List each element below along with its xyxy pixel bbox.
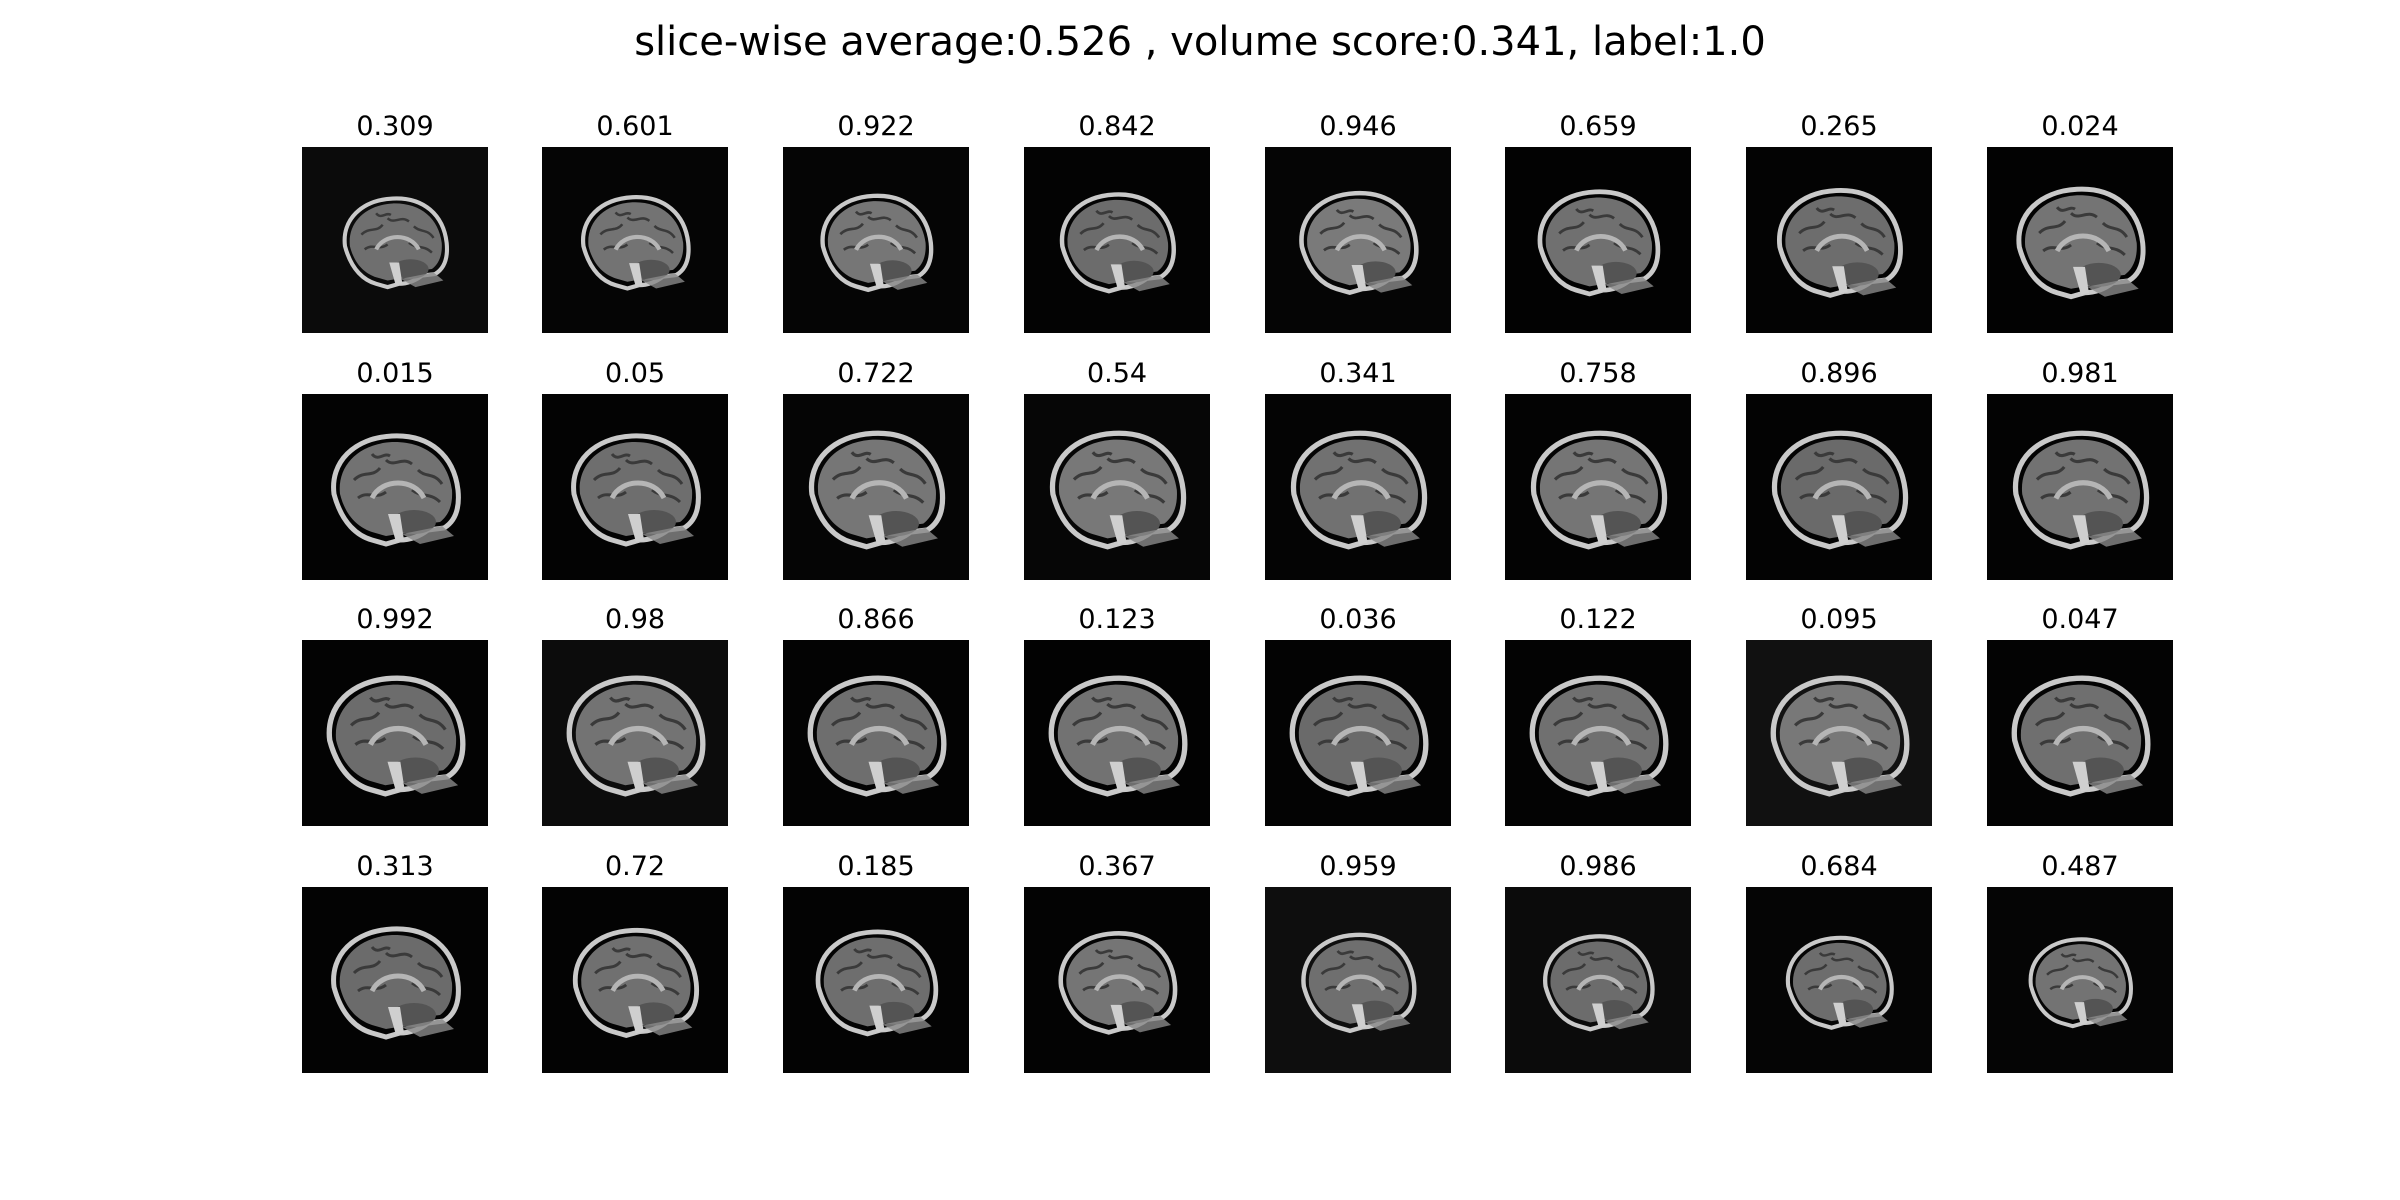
mri-slice: [302, 640, 488, 826]
slice-score-label: 0.185: [837, 851, 915, 882]
slice-score-label: 0.123: [1078, 604, 1156, 635]
mri-slice-image: [1987, 640, 2173, 826]
slice-score-label: 0.986: [1559, 851, 1637, 882]
mri-slice: [542, 394, 728, 580]
mri-slice-image: [1746, 640, 1932, 826]
mri-slice: [1746, 640, 1932, 826]
slice-score-label: 0.095: [1800, 604, 1878, 635]
mri-slice: [1265, 640, 1451, 826]
mri-slice-image: [1265, 147, 1451, 333]
mri-slice: [1987, 394, 2173, 580]
mri-slice-image: [1746, 394, 1932, 580]
mri-slice-image: [542, 147, 728, 333]
slice-score-label: 0.992: [356, 604, 434, 635]
mri-slice-image: [1024, 147, 1210, 333]
mri-slice: [783, 640, 969, 826]
mri-slice: [302, 887, 488, 1073]
slice-score-label: 0.367: [1078, 851, 1156, 882]
mri-slice: [783, 887, 969, 1073]
mri-slice: [1024, 147, 1210, 333]
mri-slice-image: [1505, 147, 1691, 333]
slice-score-label: 0.601: [596, 111, 674, 142]
mri-slice-image: [1987, 147, 2173, 333]
mri-slice-image: [1505, 887, 1691, 1073]
mri-slice-image: [1746, 147, 1932, 333]
slice-score-label: 0.313: [356, 851, 434, 882]
mri-slice: [1265, 887, 1451, 1073]
mri-slice: [1505, 887, 1691, 1073]
mri-slice-image: [1987, 887, 2173, 1073]
mri-slice-image: [1505, 640, 1691, 826]
mri-slice: [302, 147, 488, 333]
mri-slice-image: [1265, 640, 1451, 826]
mri-slice: [1024, 640, 1210, 826]
mri-slice-image: [783, 147, 969, 333]
mri-slice-image: [302, 887, 488, 1073]
slice-score-label: 0.98: [604, 604, 666, 635]
mri-slice: [542, 887, 728, 1073]
mri-slice: [1265, 147, 1451, 333]
slice-score-label: 0.036: [1319, 604, 1397, 635]
mri-slice-image: [783, 887, 969, 1073]
slice-score-label: 0.842: [1078, 111, 1156, 142]
slice-score-label: 0.659: [1559, 111, 1637, 142]
mri-slice: [1505, 640, 1691, 826]
slice-score-label: 0.05: [604, 358, 666, 389]
slice-score-label: 0.722: [837, 358, 915, 389]
slice-score-label: 0.758: [1559, 358, 1637, 389]
mri-slice-image: [542, 887, 728, 1073]
slice-score-label: 0.981: [2041, 358, 2119, 389]
mri-slice-image: [1024, 640, 1210, 826]
mri-slice-image: [302, 147, 488, 333]
mri-slice: [1024, 394, 1210, 580]
mri-slice-image: [783, 640, 969, 826]
mri-slice-image: [302, 640, 488, 826]
mri-slice-image: [1024, 887, 1210, 1073]
mri-slice-image: [1746, 887, 1932, 1073]
slice-score-label: 0.684: [1800, 851, 1878, 882]
mri-slice: [1505, 394, 1691, 580]
mri-slice-image: [1265, 394, 1451, 580]
slice-score-label: 0.896: [1800, 358, 1878, 389]
mri-slice: [1024, 887, 1210, 1073]
mri-slice: [1987, 147, 2173, 333]
slice-score-label: 0.959: [1319, 851, 1397, 882]
slice-score-label: 0.72: [604, 851, 666, 882]
mri-slice: [1987, 640, 2173, 826]
mri-slice: [1265, 394, 1451, 580]
mri-slice: [783, 147, 969, 333]
mri-slice: [1746, 147, 1932, 333]
slice-score-label: 0.341: [1319, 358, 1397, 389]
mri-slice: [1746, 394, 1932, 580]
slice-score-label: 0.946: [1319, 111, 1397, 142]
mri-slice-image: [1505, 394, 1691, 580]
mri-slice: [1505, 147, 1691, 333]
slice-score-label: 0.309: [356, 111, 434, 142]
mri-slice: [542, 640, 728, 826]
figure-title: slice-wise average:0.526 , volume score:…: [634, 19, 1766, 65]
mri-slice-image: [783, 394, 969, 580]
slice-score-label: 0.922: [837, 111, 915, 142]
slice-score-label: 0.265: [1800, 111, 1878, 142]
mri-slice: [1746, 887, 1932, 1073]
mri-slice: [302, 394, 488, 580]
slice-score-label: 0.866: [837, 604, 915, 635]
mri-slice: [542, 147, 728, 333]
mri-slice: [783, 394, 969, 580]
mri-slice-image: [1987, 394, 2173, 580]
mri-slice-image: [302, 394, 488, 580]
slice-score-label: 0.015: [356, 358, 434, 389]
mri-slice-image: [1265, 887, 1451, 1073]
slice-score-label: 0.122: [1559, 604, 1637, 635]
mri-slice-image: [1024, 394, 1210, 580]
mri-slice-image: [542, 394, 728, 580]
mri-slice: [1987, 887, 2173, 1073]
slice-score-label: 0.024: [2041, 111, 2119, 142]
slice-score-label: 0.487: [2041, 851, 2119, 882]
mri-slice-image: [542, 640, 728, 826]
slice-score-label: 0.047: [2041, 604, 2119, 635]
slice-score-label: 0.54: [1086, 358, 1148, 389]
